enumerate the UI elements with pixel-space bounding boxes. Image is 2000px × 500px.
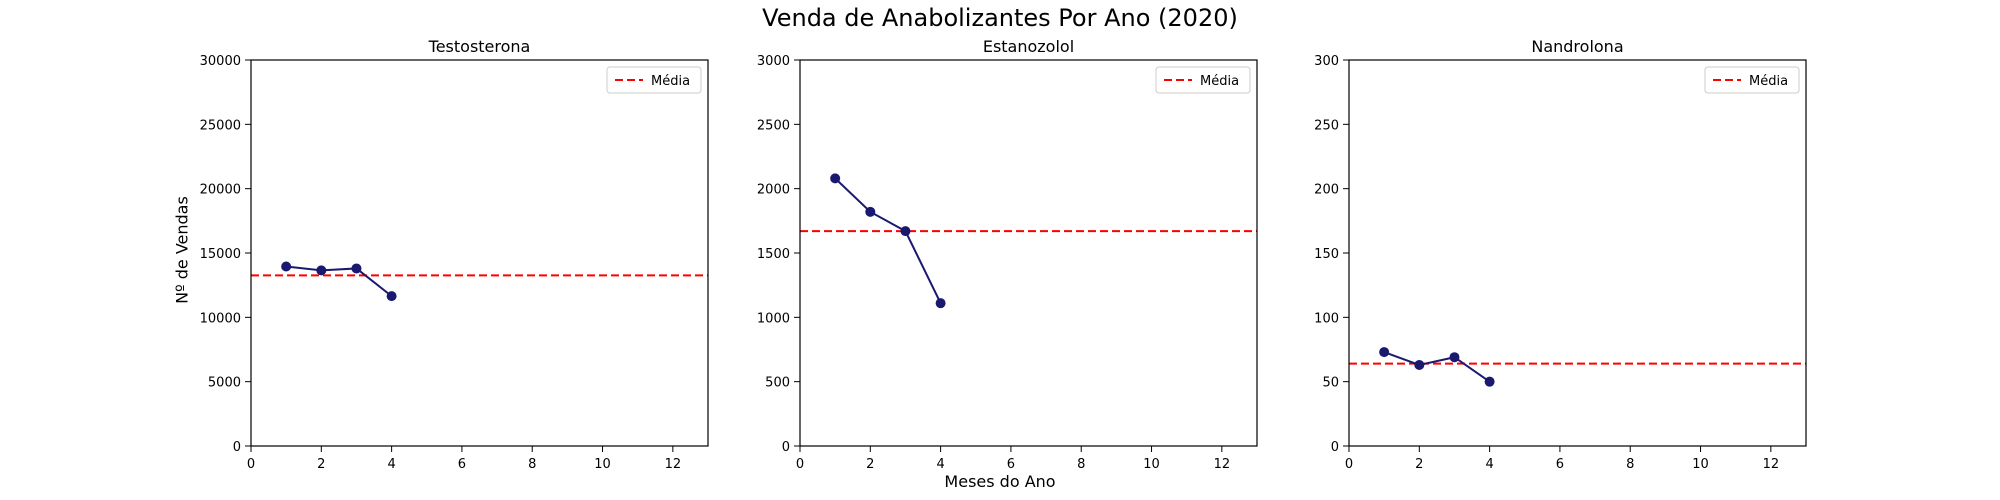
legend-box xyxy=(606,66,702,94)
legend-mean-label: Média xyxy=(651,74,690,89)
y-tick-label: 300 xyxy=(1314,54,1339,69)
axes-frame xyxy=(250,59,709,447)
series-line xyxy=(286,265,393,297)
subplot-1: Estanozolol 0 2 4 6 8 10 12 0 500 1000 1500 2000 2500… xyxy=(757,37,1258,472)
data-point xyxy=(1449,352,1460,363)
x-tick-label: 6 xyxy=(458,457,466,472)
y-tick-label: 1000 xyxy=(757,311,790,326)
subplot-2: Nandrolona 0 2 4 6 8 10 12 0 50 100 150 200 250 300 Méd… xyxy=(1314,37,1807,472)
x-tick-label: 0 xyxy=(1345,457,1353,472)
y-tick-label: 250 xyxy=(1314,118,1339,133)
x-tick-label: 2 xyxy=(1415,457,1423,472)
y-tick-label: 0 xyxy=(782,440,790,455)
figure-x-axis-label: Meses do Ano xyxy=(944,472,1056,491)
x-tick-label: 4 xyxy=(936,457,944,472)
y-tick-label: 1500 xyxy=(757,247,790,262)
y-tick-label: 50 xyxy=(1322,376,1339,391)
legend: Média xyxy=(1155,66,1251,94)
y-tick-label: 20000 xyxy=(200,183,241,198)
data-point xyxy=(1414,359,1425,370)
y-tick-label: 500 xyxy=(765,376,790,391)
x-tick-label: 12 xyxy=(1763,457,1780,472)
data-point xyxy=(351,263,362,274)
axes-frame xyxy=(799,59,1258,447)
y-tick-label: 30000 xyxy=(200,54,241,69)
legend-box xyxy=(1704,66,1800,94)
data-point xyxy=(865,206,876,217)
x-tick-label: 6 xyxy=(1007,457,1015,472)
data-point xyxy=(900,226,911,237)
series-line xyxy=(1383,351,1491,383)
data-point xyxy=(281,261,292,272)
x-tick-label: 10 xyxy=(1143,457,1160,472)
x-tick-label: 10 xyxy=(594,457,611,472)
legend: Média xyxy=(606,66,702,94)
axes-frame xyxy=(1348,59,1807,447)
data-point xyxy=(1379,347,1390,358)
data-point xyxy=(386,291,397,302)
plot-area xyxy=(1349,347,1806,387)
legend-box xyxy=(1155,66,1251,94)
y-tick-label: 100 xyxy=(1314,311,1339,326)
x-tick-label: 8 xyxy=(528,457,536,472)
x-tick-label: 8 xyxy=(1626,457,1634,472)
x-tick-label: 4 xyxy=(1485,457,1493,472)
y-tick-label: 0 xyxy=(1331,440,1339,455)
x-tick-label: 10 xyxy=(1692,457,1709,472)
x-tick-label: 12 xyxy=(1214,457,1231,472)
y-tick-label: 15000 xyxy=(200,247,241,262)
y-tick-label: 150 xyxy=(1314,247,1339,262)
y-tick-label: 5000 xyxy=(208,376,241,391)
y-tick-label: 200 xyxy=(1314,183,1339,198)
subplot-0: Testosterona 0 2 4 6 8 10 12 0 5000 10000 15000 2000… xyxy=(200,37,709,472)
y-tick-label: 10000 xyxy=(200,311,241,326)
data-point xyxy=(1484,376,1495,387)
data-point xyxy=(935,298,946,309)
legend: Média xyxy=(1704,66,1800,94)
x-tick-label: 4 xyxy=(387,457,395,472)
plot-area xyxy=(800,173,1257,309)
subplot-title: Testosterona xyxy=(428,37,531,56)
subplot-title: Estanozolol xyxy=(983,37,1074,56)
data-point xyxy=(830,173,841,184)
y-tick-label: 0 xyxy=(233,440,241,455)
y-tick-label: 25000 xyxy=(200,118,241,133)
x-tick-label: 8 xyxy=(1077,457,1085,472)
subplot-title: Nandrolona xyxy=(1531,37,1623,56)
x-tick-label: 12 xyxy=(665,457,682,472)
series-line xyxy=(834,177,942,304)
legend-mean-label: Média xyxy=(1200,74,1239,89)
plot-area xyxy=(251,261,708,302)
data-point xyxy=(316,265,327,276)
y-tick-label: 3000 xyxy=(757,54,790,69)
x-tick-label: 6 xyxy=(1556,457,1564,472)
x-tick-label: 0 xyxy=(247,457,255,472)
x-tick-label: 2 xyxy=(866,457,874,472)
y-tick-label: 2500 xyxy=(757,118,790,133)
x-tick-label: 0 xyxy=(796,457,804,472)
figure-title: Venda de Anabolizantes Por Ano (2020) xyxy=(762,4,1238,32)
x-tick-label: 2 xyxy=(317,457,325,472)
y-tick-label: 2000 xyxy=(757,183,790,198)
legend-mean-label: Média xyxy=(1749,74,1788,89)
